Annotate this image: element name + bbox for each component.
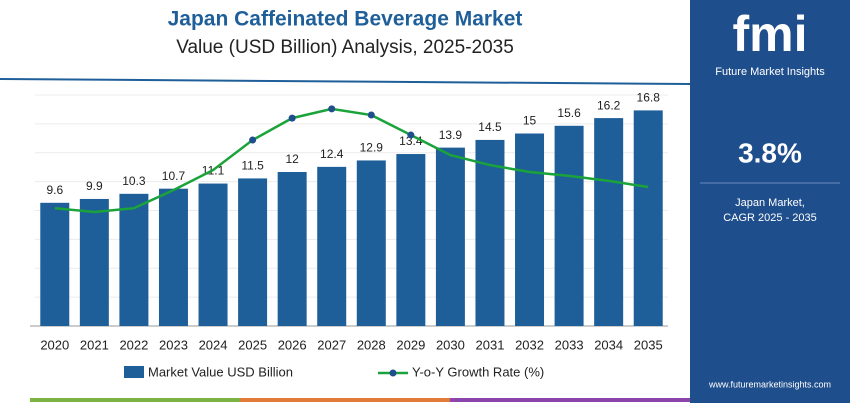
growth-point — [249, 136, 257, 144]
growth-point — [367, 111, 375, 119]
growth-point — [288, 114, 296, 122]
x-tick-label: 2029 — [396, 337, 425, 352]
x-tick-label: 2020 — [40, 337, 69, 352]
strip — [450, 398, 690, 402]
data-label: 9.6 — [46, 183, 63, 197]
bar — [356, 160, 386, 326]
growth-point — [407, 131, 415, 139]
bar — [554, 125, 584, 326]
chart-subtitle: Value (USD Billion) Analysis, 2025-2035 — [176, 37, 514, 58]
data-label: 10.3 — [122, 174, 146, 188]
strip — [240, 398, 450, 402]
data-label: 12.4 — [320, 147, 344, 161]
bar — [158, 188, 188, 326]
data-label: 10.7 — [162, 169, 186, 183]
x-tick-label: 2022 — [119, 337, 148, 352]
bar — [475, 139, 505, 326]
legend-label: Market Value USD Billion — [148, 364, 293, 379]
x-tick-label: 2021 — [80, 337, 109, 352]
bar — [594, 118, 624, 326]
bar — [396, 154, 426, 326]
x-tick-label: 2033 — [555, 337, 584, 352]
growth-line — [54, 107, 649, 214]
data-label: 9.9 — [86, 179, 103, 193]
x-tick-label: 2034 — [594, 337, 623, 352]
data-label: 16.2 — [597, 98, 621, 112]
legend-label: Y-o-Y Growth Rate (%) — [412, 364, 544, 379]
bar — [238, 178, 268, 326]
bar — [435, 147, 465, 326]
bar — [515, 133, 545, 326]
strip — [30, 398, 240, 402]
logo: fmi — [733, 6, 808, 62]
x-tick-label: 2026 — [278, 337, 307, 352]
data-label: 13.9 — [439, 128, 463, 142]
data-label: 15.6 — [557, 106, 581, 120]
cagr-label: CAGR 2025 - 2035 — [723, 212, 817, 224]
legend-dot — [389, 369, 397, 377]
bar — [633, 110, 663, 327]
x-tick-label: 2027 — [317, 337, 346, 352]
bar — [317, 166, 347, 326]
x-tick-label: 2028 — [357, 337, 386, 352]
website: www.futuremarketinsights.com — [708, 379, 831, 389]
cagr-label: Japan Market, — [735, 197, 805, 209]
data-label: 16.8 — [637, 91, 661, 105]
bar — [198, 183, 228, 326]
x-tick-label: 2023 — [159, 337, 188, 352]
data-label: 15 — [523, 114, 537, 128]
side-panel — [690, 0, 850, 403]
x-tick-label: 2031 — [476, 337, 505, 352]
bar — [79, 198, 109, 326]
bar — [277, 172, 307, 326]
x-tick-label: 2035 — [634, 337, 663, 352]
cagr: 3.8% — [738, 137, 802, 168]
divider — [0, 78, 691, 85]
data-label: 12 — [285, 152, 299, 166]
bar — [119, 193, 149, 326]
chart-title: Japan Caffeinated Beverage Market — [168, 8, 523, 31]
legend-swatch — [124, 366, 144, 378]
x-tick-label: 2024 — [199, 337, 228, 352]
bar — [40, 202, 70, 326]
growth-point — [328, 105, 336, 113]
brand: Future Market Insights — [715, 66, 825, 78]
x-tick-label: 2030 — [436, 337, 465, 352]
data-label: 11.5 — [241, 159, 264, 173]
data-label: 14.5 — [478, 120, 502, 134]
x-tick-label: 2032 — [515, 337, 544, 352]
data-label: 12.9 — [360, 141, 384, 155]
x-tick-label: 2025 — [238, 337, 267, 352]
